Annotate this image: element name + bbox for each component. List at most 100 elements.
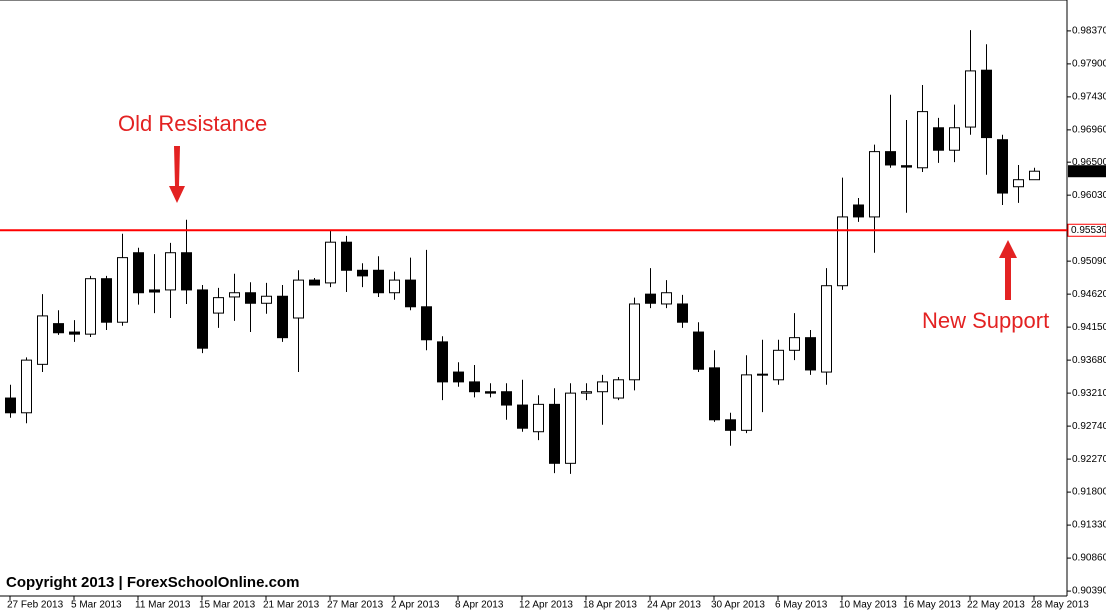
x-tick-label: 27 Feb 2013	[7, 600, 64, 611]
candle-body	[357, 269, 368, 277]
candle-body	[533, 403, 544, 433]
candle-body	[613, 379, 624, 399]
candle-body	[741, 374, 752, 431]
x-tick-label: 18 Apr 2013	[583, 600, 637, 611]
x-tick-label: 28 May 2013	[1031, 600, 1089, 611]
candle-body	[213, 297, 224, 314]
candle-body	[37, 315, 48, 365]
candle-body	[85, 278, 96, 335]
x-tick-label: 12 Apr 2013	[519, 600, 573, 611]
candle-body	[405, 279, 416, 308]
candle-body	[245, 292, 256, 304]
candle-body	[645, 293, 656, 304]
copyright: Copyright 2013 | ForexSchoolOnline.com	[6, 574, 299, 591]
candle-body	[661, 292, 672, 305]
y-tick-label: 0.95090	[1072, 256, 1106, 267]
candle-body	[181, 252, 192, 291]
candle-body	[293, 279, 304, 319]
candle-body	[549, 403, 560, 464]
candle-body	[469, 381, 480, 393]
price-line-label: 0.95530	[1071, 225, 1106, 236]
y-tick-label: 0.94620	[1072, 289, 1106, 300]
x-tick-label: 2 Apr 2013	[391, 600, 440, 611]
candle-body	[885, 151, 896, 166]
candle-body	[149, 289, 160, 293]
candle-body	[805, 337, 816, 371]
x-tick-label: 5 Mar 2013	[71, 600, 122, 611]
candle-body	[821, 285, 832, 373]
candle-body	[837, 216, 848, 287]
candle-body	[709, 367, 720, 421]
candle-body	[629, 303, 640, 381]
y-tick-label: 0.96500	[1072, 157, 1106, 168]
y-tick-label: 0.92270	[1072, 454, 1106, 465]
candle-body	[373, 269, 384, 294]
candle-body	[421, 306, 432, 341]
candle-body	[581, 391, 592, 394]
x-tick-label: 8 Apr 2013	[455, 600, 504, 611]
candle-body	[485, 391, 496, 394]
x-tick-label: 15 Mar 2013	[199, 600, 256, 611]
x-tick-label: 16 May 2013	[903, 600, 961, 611]
candle-body	[1029, 170, 1040, 181]
y-tick-label: 0.90390	[1072, 586, 1106, 597]
y-tick-label: 0.97900	[1072, 59, 1106, 70]
y-tick-label: 0.90860	[1072, 553, 1106, 564]
candle-body	[789, 337, 800, 351]
candle-body	[917, 111, 928, 169]
y-tick-label: 0.96030	[1072, 190, 1106, 201]
candle-body	[997, 139, 1008, 194]
y-tick-label: 0.93680	[1072, 355, 1106, 366]
y-tick-label: 0.93210	[1072, 388, 1106, 399]
candle-body	[197, 289, 208, 349]
candle-body	[453, 371, 464, 383]
candle-body	[757, 373, 768, 376]
candle-body	[773, 349, 784, 381]
candle-body	[1013, 179, 1024, 188]
x-tick-label: 27 Mar 2013	[327, 600, 384, 611]
y-tick-label: 0.97430	[1072, 92, 1106, 103]
candle-body	[981, 69, 992, 139]
candle-body	[165, 252, 176, 291]
arrow	[999, 240, 1017, 300]
candle-body	[501, 391, 512, 406]
x-tick-label: 6 May 2013	[775, 600, 828, 611]
y-tick-label: 0.98370	[1072, 26, 1106, 37]
candle-body	[69, 331, 80, 335]
candle-body	[341, 241, 352, 271]
candle-body	[389, 279, 400, 294]
candle-body	[853, 204, 864, 218]
candle-body	[949, 127, 960, 151]
candle-body	[725, 419, 736, 431]
x-tick-label: 24 Apr 2013	[647, 600, 701, 611]
candle-body	[133, 252, 144, 294]
annotation: Old Resistance	[118, 111, 267, 136]
candle-body	[229, 292, 240, 298]
x-tick-label: 10 May 2013	[839, 600, 897, 611]
candle-body	[5, 397, 16, 414]
price-line-box	[1067, 223, 1106, 237]
candle-body	[869, 151, 880, 218]
candle-body	[901, 165, 912, 168]
candle-body	[53, 323, 64, 334]
y-tick-label: 0.94150	[1072, 322, 1106, 333]
candle-body	[117, 257, 128, 323]
x-tick-label: 22 May 2013	[967, 600, 1025, 611]
candle-body	[677, 303, 688, 323]
candle-body	[325, 241, 336, 284]
arrow	[169, 146, 185, 203]
candle-body	[437, 341, 448, 383]
x-tick-label: 21 Mar 2013	[263, 600, 320, 611]
y-tick-label: 0.91330	[1072, 520, 1106, 531]
candle-body	[965, 70, 976, 128]
y-tick-label: 0.92740	[1072, 421, 1106, 432]
candle-body	[261, 295, 272, 304]
candle-body	[517, 404, 528, 429]
candle-body	[309, 279, 320, 286]
x-tick-label: 11 Mar 2013	[135, 600, 191, 611]
last-price-box	[1068, 165, 1106, 178]
last-price-label: 0.96371	[1071, 166, 1106, 177]
candle-body	[565, 392, 576, 464]
candle-body	[933, 127, 944, 151]
